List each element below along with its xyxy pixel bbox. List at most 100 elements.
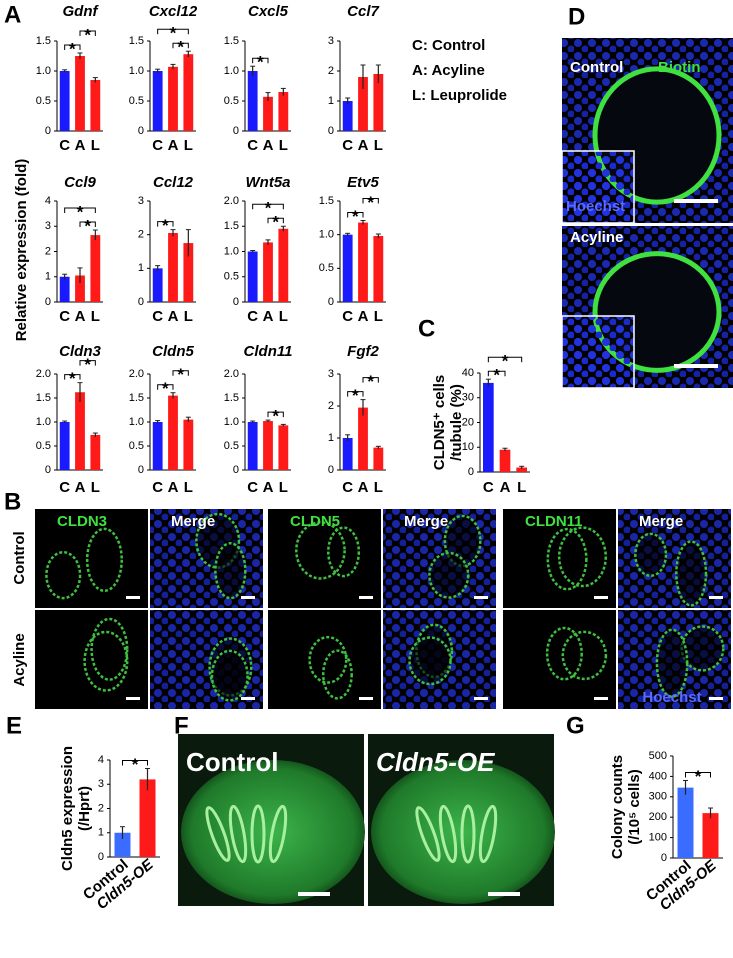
- tubule-outline: [675, 540, 708, 607]
- bar: [183, 419, 194, 470]
- x-tick-label: C: [247, 308, 258, 325]
- bar: [75, 392, 85, 470]
- y-tick-label: 1: [45, 271, 51, 283]
- scale-bar: [474, 596, 488, 599]
- x-tick-label: L: [91, 137, 100, 154]
- bar: [342, 101, 353, 131]
- panel-letter: F: [174, 712, 189, 739]
- significance-bracket: [122, 759, 148, 766]
- x-tick-label: C: [247, 479, 258, 496]
- bar: [358, 77, 368, 131]
- y-tick-label: 0: [328, 464, 334, 476]
- x-tick-label: A: [75, 479, 86, 496]
- significance-label: *: [69, 369, 76, 388]
- micrograph: [503, 610, 616, 709]
- scale-bar: [126, 596, 140, 599]
- x-tick-label: L: [374, 308, 383, 325]
- x-tick-label: C: [342, 479, 353, 496]
- tubule-outline: [557, 526, 608, 588]
- scale-bar: [594, 697, 608, 700]
- bar: [59, 71, 70, 131]
- scale-bar: [594, 596, 608, 599]
- significance-bracket: [157, 384, 174, 390]
- x-tick-label: A: [500, 479, 511, 496]
- bar: [247, 251, 258, 302]
- y-tick-label: 1.0: [224, 416, 239, 428]
- y-tick-label: 1: [328, 95, 334, 107]
- x-tick-label: A: [168, 479, 179, 496]
- scale-bar: [241, 596, 255, 599]
- y-tick-label: 0.5: [129, 440, 144, 452]
- y-tick-label: 10: [462, 441, 474, 453]
- y-tick-label: 2: [328, 400, 334, 412]
- x-tick-label: A: [358, 308, 369, 325]
- y-tick-label: 1.5: [129, 392, 144, 404]
- image-label: Control: [186, 747, 278, 777]
- y-tick-label: 3: [328, 35, 334, 47]
- scale-bar: [126, 697, 140, 700]
- key-entry: L: Leuprolide: [412, 87, 507, 104]
- x-tick-label: A: [358, 137, 369, 154]
- tubule-outline: [634, 532, 668, 578]
- x-tick-label: C: [59, 308, 70, 325]
- bar: [152, 422, 163, 470]
- significance-label: *: [257, 53, 264, 72]
- x-tick-label: C: [59, 479, 70, 496]
- bar: [90, 80, 101, 131]
- y-axis-label: /tubule (%): [448, 384, 465, 461]
- tubule-outline: [327, 526, 361, 578]
- y-tick-label: 2: [98, 802, 104, 814]
- y-tick-label: 1.0: [36, 65, 51, 77]
- significance-bracket: [685, 771, 711, 778]
- bar: [358, 407, 368, 470]
- bar: [168, 395, 178, 470]
- chart-title: Ccl12: [153, 174, 194, 191]
- x-tick-label: C: [483, 479, 494, 496]
- significance-bracket: [172, 370, 189, 376]
- key-entry: C: Control: [412, 37, 485, 54]
- bar: [59, 422, 70, 470]
- x-tick-label: L: [91, 308, 100, 325]
- significance-bracket: [157, 221, 174, 227]
- tubule: [438, 804, 458, 864]
- y-tick-label: 3: [138, 195, 144, 207]
- x-tick-label: L: [184, 137, 193, 154]
- significance-bracket: [347, 212, 364, 218]
- y-tick-label: 1.0: [36, 416, 51, 428]
- micrograph: [268, 610, 381, 709]
- significance-bracket: [79, 30, 96, 36]
- x-tick-label: A: [75, 137, 86, 154]
- significance-label: *: [352, 207, 359, 226]
- significance-label: *: [352, 386, 359, 405]
- micrograph: [268, 509, 381, 608]
- tubule-outline: [321, 649, 353, 700]
- tubule-outline: [561, 630, 608, 681]
- bar: [373, 236, 384, 302]
- bar: [59, 276, 70, 302]
- significance-bracket: [362, 198, 379, 204]
- chart-title: Cxcl5: [248, 3, 289, 20]
- y-tick-label: 1.5: [224, 35, 239, 47]
- tubule: [478, 804, 498, 864]
- scale-bar: [474, 697, 488, 700]
- x-tick-label: C: [342, 308, 353, 325]
- significance-bracket: [172, 42, 189, 49]
- significance-label: *: [69, 39, 76, 58]
- significance-bracket: [362, 377, 379, 383]
- y-tick-label: 1.5: [319, 195, 334, 207]
- bar: [183, 243, 194, 302]
- tubule-outline: [295, 521, 346, 580]
- key-entry: A: Acyline: [412, 62, 485, 79]
- bar: [90, 434, 101, 470]
- y-tick-label: 1: [328, 432, 334, 444]
- bar: [152, 268, 163, 302]
- y-tick-label: 1: [98, 827, 104, 839]
- y-tick-label: 0: [45, 464, 51, 476]
- image-label: Acyline: [570, 229, 623, 246]
- significance-label: *: [502, 352, 509, 371]
- y-tick-label: 0: [45, 125, 51, 137]
- y-tick-label: 0.5: [36, 440, 51, 452]
- stain-label: Merge: [639, 513, 683, 530]
- y-tick-label: 1.5: [224, 392, 239, 404]
